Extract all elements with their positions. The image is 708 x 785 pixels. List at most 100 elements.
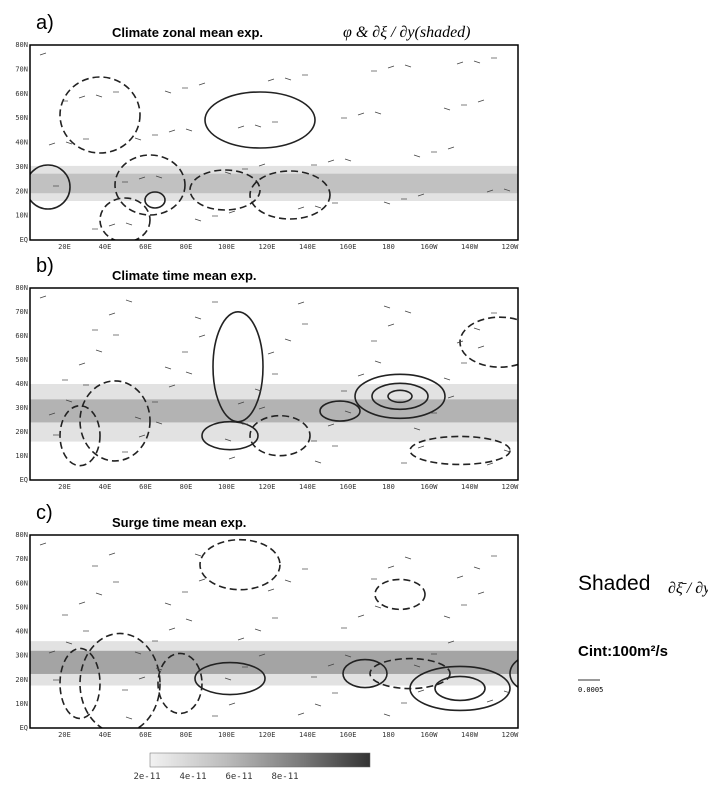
lon-label: 160E <box>340 243 357 251</box>
wind-vector <box>138 676 146 680</box>
wind-vector <box>477 345 485 349</box>
wind-vector <box>503 690 511 694</box>
wind-vector <box>413 427 421 431</box>
wind-vector <box>228 702 236 706</box>
wind-vector <box>194 218 202 222</box>
panel-label: a) <box>36 12 54 34</box>
lon-label: 160W <box>421 731 439 739</box>
contour-negative <box>199 538 281 591</box>
wind-vector <box>198 334 206 338</box>
wind-vector <box>237 637 245 641</box>
contour-negative <box>79 380 151 462</box>
lon-label: 160W <box>421 483 439 491</box>
wind-vector <box>258 163 266 167</box>
wind-vector <box>267 351 275 355</box>
wind-vector <box>138 176 146 180</box>
wind-vector <box>447 146 455 150</box>
contour-positive <box>319 400 361 422</box>
map-panel: 80N 70N 60N 50N 40N 30N 20N 10N EQ 20E 40E 60E 80E 10… <box>15 12 519 251</box>
lat-label: EQ <box>20 724 28 732</box>
contour-negative <box>409 435 511 466</box>
contour-positive <box>204 91 316 149</box>
lon-label: 100E <box>218 731 235 739</box>
lon-label: 40E <box>99 483 112 491</box>
contour-positive <box>144 191 166 209</box>
wind-vector <box>284 338 292 342</box>
contour-negative <box>99 197 151 240</box>
lat-label: 40N <box>15 139 28 147</box>
wind-vector <box>168 129 176 133</box>
colorbar <box>149 752 371 768</box>
wind-vector <box>65 399 73 403</box>
panel-title: Climate time mean exp. <box>112 268 257 283</box>
wind-vector <box>78 601 86 605</box>
lat-label: 40N <box>15 628 28 636</box>
lon-label: 80E <box>180 731 193 739</box>
colorbar-label: 4e-11 <box>179 772 206 782</box>
wind-vector <box>473 60 481 64</box>
lon-label: 140W <box>461 483 479 491</box>
wind-vector <box>387 565 395 569</box>
colorbar-label: 8e-11 <box>271 772 298 782</box>
wind-vector <box>65 141 73 145</box>
wind-vector <box>258 406 266 410</box>
contour-negative <box>374 578 426 611</box>
lon-label: 20E <box>58 731 71 739</box>
wind-vector <box>473 327 481 331</box>
panel-title: Climate zonal mean exp. <box>112 25 263 40</box>
wind-vector <box>185 128 193 132</box>
wind-vector <box>456 340 464 344</box>
vector-scale: 0.0005 <box>578 686 603 694</box>
wind-vector <box>267 588 275 592</box>
wind-vector <box>413 154 421 158</box>
wind-vector <box>344 654 352 658</box>
wind-vector <box>48 650 56 654</box>
contour-negative <box>59 647 101 720</box>
wind-vector <box>168 627 176 631</box>
wind-vector <box>417 445 425 449</box>
wind-vector <box>48 412 56 416</box>
wind-vector <box>383 201 391 205</box>
lon-label: 180 <box>382 483 395 491</box>
wind-vector <box>134 137 142 141</box>
lon-label: 140E <box>299 483 316 491</box>
lon-label: 140W <box>461 731 479 739</box>
wind-vector <box>108 223 116 227</box>
wind-vector <box>447 640 455 644</box>
wind-vector <box>155 175 163 179</box>
lat-label: 70N <box>15 555 28 563</box>
wind-vector <box>447 395 455 399</box>
lon-label: 80E <box>180 243 193 251</box>
lon-label: 20E <box>58 483 71 491</box>
wind-vector <box>503 449 511 453</box>
wind-vector <box>125 299 133 303</box>
wind-vector <box>224 171 232 175</box>
lat-label: 70N <box>15 308 28 316</box>
panel-title: Surge time mean exp. <box>112 515 246 530</box>
wind-vector <box>237 401 245 405</box>
lat-label: 30N <box>15 652 28 660</box>
contour-negative <box>79 632 161 728</box>
wind-vector <box>473 566 481 570</box>
lat-label: EQ <box>20 476 28 484</box>
lon-label: 180 <box>382 731 395 739</box>
wind-vector <box>155 667 163 671</box>
wind-vector <box>164 602 172 606</box>
lon-label: 160E <box>340 483 357 491</box>
wind-vector <box>164 366 172 370</box>
lon-label: 60E <box>139 731 152 739</box>
wind-vector <box>374 605 382 609</box>
wind-vector <box>344 410 352 414</box>
wind-vector <box>477 591 485 595</box>
contour-positive <box>201 420 259 451</box>
lon-label: 120E <box>259 483 276 491</box>
wind-vector <box>404 64 412 68</box>
wind-vector <box>284 77 292 81</box>
wind-vector <box>357 373 365 377</box>
lon-label: 140W <box>461 243 479 251</box>
lon-label: 120W <box>502 731 520 739</box>
wind-vector <box>39 542 47 546</box>
contour-positive <box>342 658 388 689</box>
wind-vector <box>237 125 245 129</box>
